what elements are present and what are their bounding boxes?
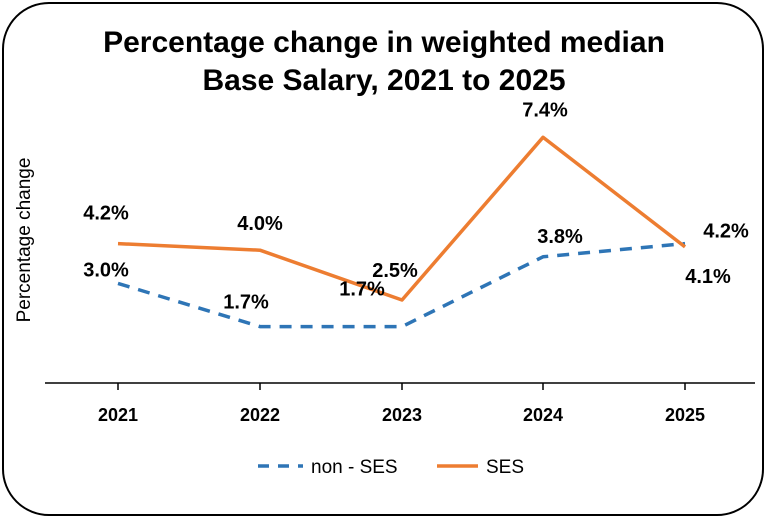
data-label-non-ses: 3.0% [83,259,129,281]
legend-label-ses: SES [486,457,524,478]
data-label-non-ses: 1.7% [223,292,269,314]
data-label-ses: 7.4% [522,99,568,121]
data-labels: 3.0% 1.7% 1.7% 3.8% 4.2% 4.2% 4.0% 2.5% 7.4% 4.1% [83,99,749,313]
data-label-non-ses: 4.2% [703,221,749,243]
x-tick-label: 2022 [240,405,280,425]
legend: non - SES SES [258,457,524,478]
chart-title-line-1: Percentage change in weighted median [103,26,665,59]
chart-border [2,2,764,516]
y-axis-label: Percentage change [14,158,35,323]
x-ticks: 2021 2022 2023 2024 2025 [98,383,705,425]
legend-label-non-ses: non - SES [311,457,398,478]
data-label-ses: 4.1% [685,266,731,288]
data-label-ses: 4.2% [83,203,129,225]
data-label-non-ses: 1.7% [339,279,385,301]
chart-title-line-2: Base Salary, 2021 to 2025 [202,64,565,97]
x-tick-label: 2023 [382,405,422,425]
data-label-non-ses: 3.8% [537,226,583,248]
x-tick-label: 2024 [523,405,563,425]
series-line-ses [117,135,687,302]
data-label-ses: 4.0% [237,213,283,235]
x-tick-label: 2021 [98,405,138,425]
data-label-ses: 2.5% [372,260,418,282]
series-layer [117,135,687,329]
x-tick-label: 2025 [665,405,705,425]
